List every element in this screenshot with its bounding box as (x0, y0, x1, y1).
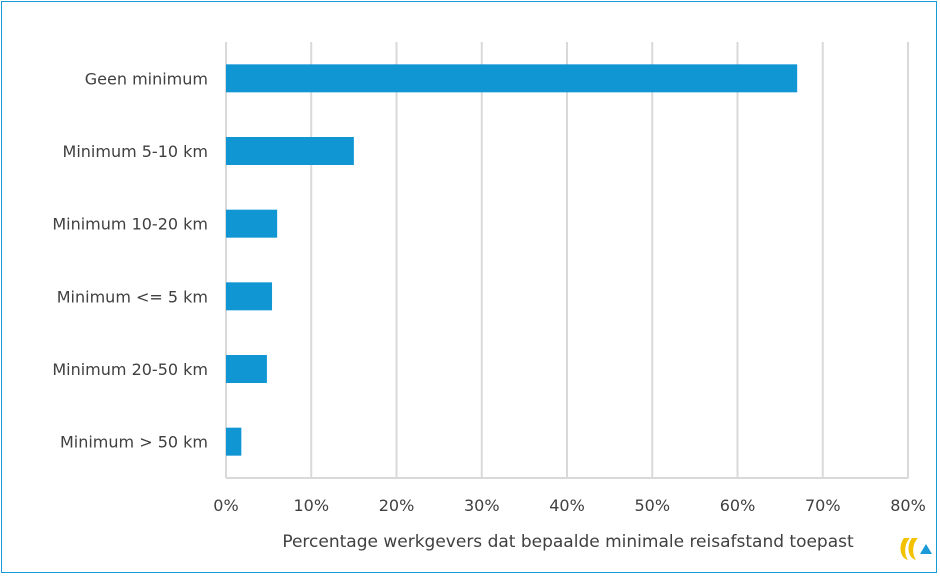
category-label: Geen minimum (85, 69, 208, 88)
x-tick-label: 40% (549, 496, 585, 515)
bar (226, 64, 798, 93)
x-axis-title: Percentage werkgevers dat bepaalde minim… (282, 532, 854, 552)
bar (226, 137, 354, 165)
bars (226, 64, 798, 456)
x-tick-label: 10% (293, 496, 329, 515)
x-tick-label: 50% (634, 496, 670, 515)
company-logo-icon (900, 538, 932, 560)
x-tick-label: 30% (464, 496, 500, 515)
category-label: Minimum 10-20 km (52, 215, 208, 234)
bar (226, 282, 273, 311)
bar (226, 209, 278, 238)
gridlines (225, 42, 909, 479)
x-tick-label: 20% (379, 496, 415, 515)
x-tick-label: 70% (805, 496, 841, 515)
bar (226, 427, 242, 456)
x-tick-labels: 0% 10% 20% 30% 40% 50% 60% 70% 80% (213, 496, 925, 515)
x-tick-label: 0% (213, 496, 238, 515)
category-label: Minimum <= 5 km (57, 287, 208, 306)
category-label: Minimum 5-10 km (63, 142, 208, 161)
category-label: Minimum 20-50 km (52, 360, 208, 379)
x-tick-label: 80% (890, 496, 926, 515)
category-labels: Geen minimum Minimum 5-10 km Minimum 10-20… (52, 69, 208, 451)
x-tick-label: 60% (720, 496, 756, 515)
category-label: Minimum > 50 km (60, 433, 208, 452)
bar (226, 355, 267, 383)
